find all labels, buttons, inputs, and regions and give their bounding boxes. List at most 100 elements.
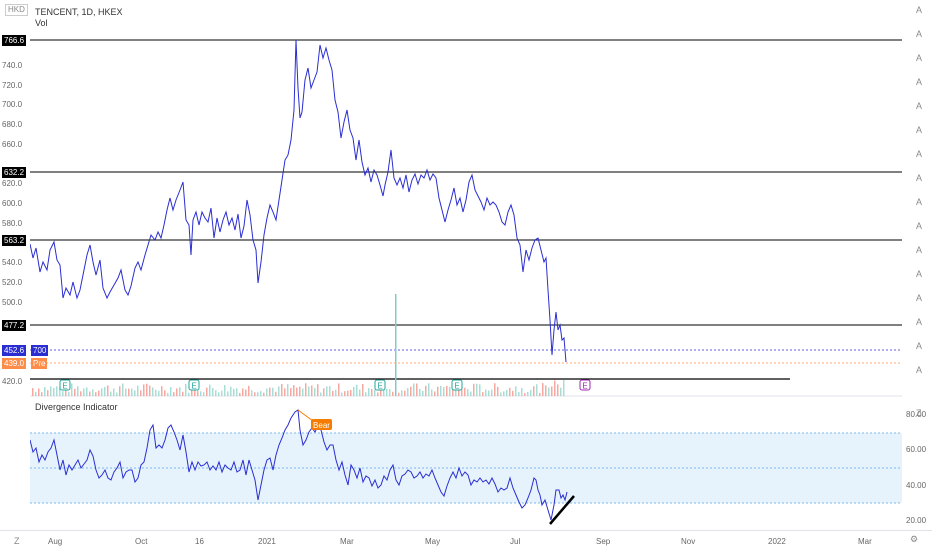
time-tick: Nov — [681, 537, 696, 546]
volume-bar — [212, 388, 214, 396]
volume-bar — [290, 388, 292, 396]
price-tick: 420.0 — [2, 377, 23, 386]
volume-bar — [302, 388, 304, 396]
time-tick: Jul — [510, 537, 521, 546]
price-series — [30, 39, 567, 363]
auto-scale-button[interactable]: A — [916, 365, 923, 375]
auto-scale-button[interactable]: A — [916, 317, 923, 327]
volume-legend[interactable]: Vol — [35, 18, 48, 28]
volume-bar — [380, 388, 382, 396]
volume-bar — [299, 386, 301, 396]
volume-bar — [419, 388, 421, 396]
volume-bar — [416, 383, 418, 396]
zoom-reset-button[interactable]: Z — [14, 536, 20, 546]
svg-text:E: E — [454, 382, 459, 391]
volume-bar — [50, 386, 52, 396]
volume-bar — [371, 388, 373, 396]
volume-bar — [461, 385, 463, 396]
volume-bar — [101, 388, 103, 396]
indicator-zoom-button[interactable]: Z — [916, 408, 922, 418]
volume-bar — [515, 386, 517, 396]
volume-bar — [254, 392, 256, 396]
price-tick: 500.0 — [2, 298, 23, 307]
volume-bar — [413, 383, 415, 396]
volume-bar — [152, 387, 154, 396]
volume-bar — [188, 392, 190, 396]
earnings-marker: E — [59, 379, 71, 391]
volume-bar — [533, 386, 535, 396]
volume-bar — [314, 387, 316, 396]
volume-bar — [353, 387, 355, 396]
auto-scale-button[interactable]: A — [916, 197, 923, 207]
price-tick: 660.0 — [2, 140, 23, 149]
volume-bar — [422, 390, 424, 396]
volume-bars — [32, 294, 565, 396]
volume-bar — [443, 387, 445, 396]
auto-scale-button[interactable]: A — [916, 149, 923, 159]
auto-scale-button[interactable]: A — [916, 269, 923, 279]
auto-scale-button[interactable]: A — [916, 245, 923, 255]
auto-scale-button[interactable]: A — [916, 101, 923, 111]
volume-bar — [92, 389, 94, 396]
time-tick: 2021 — [258, 537, 276, 546]
volume-bar — [191, 385, 193, 396]
auto-scale-button[interactable]: A — [916, 341, 923, 351]
volume-bar — [557, 384, 559, 396]
gear-icon[interactable]: ⚙ — [910, 534, 919, 544]
auto-scale-button[interactable]: A — [916, 173, 923, 183]
volume-bar — [56, 386, 58, 396]
volume-bar — [488, 390, 490, 396]
volume-bar — [284, 388, 286, 396]
volume-bar — [83, 388, 85, 396]
volume-bar — [200, 391, 202, 396]
auto-scale-button[interactable]: A — [916, 53, 923, 63]
volume-bar — [548, 387, 550, 396]
volume-bar — [527, 392, 529, 396]
auto-scale-button[interactable]: A — [916, 293, 923, 303]
auto-scale-button[interactable]: A — [916, 77, 923, 87]
indicator-series — [30, 409, 568, 521]
volume-bar — [398, 392, 400, 396]
upcoming-earnings-marker: E — [579, 379, 591, 391]
volume-bar — [116, 392, 118, 396]
earnings-marker: E — [188, 379, 200, 391]
volume-bar — [230, 386, 232, 396]
volume-bar — [476, 383, 478, 396]
indicator-tick: 20.00 — [906, 516, 927, 525]
price-tick: 700.0 — [2, 100, 23, 109]
price-scale[interactable] — [0, 0, 30, 530]
earnings-marker: E — [451, 379, 463, 391]
volume-bar — [218, 392, 220, 396]
auto-scale-button[interactable]: A — [916, 29, 923, 39]
volume-bar — [275, 391, 277, 396]
volume-bar — [71, 383, 73, 396]
time-tick: Mar — [340, 537, 354, 546]
volume-bar — [446, 385, 448, 396]
volume-bar — [32, 388, 34, 396]
volume-bar — [329, 386, 331, 396]
auto-scale-button[interactable]: A — [916, 5, 923, 15]
volume-bar — [518, 392, 520, 396]
volume-bar — [35, 391, 37, 396]
volume-bar — [242, 388, 244, 396]
volume-bar — [158, 390, 160, 396]
volume-bar — [563, 379, 565, 396]
auto-scale-button[interactable]: A — [916, 125, 923, 135]
main-chart[interactable]: E E E E E Bear — [30, 0, 902, 530]
volume-bar — [341, 392, 343, 396]
volume-bar — [374, 389, 376, 396]
symbol-legend[interactable]: TENCENT, 1D, HKEX — [35, 7, 123, 17]
volume-bar — [401, 390, 403, 396]
auto-scale-button[interactable]: A — [916, 221, 923, 231]
volume-bar — [410, 386, 412, 396]
time-tick: Aug — [48, 537, 63, 546]
volume-bar — [308, 386, 310, 396]
indicator-tick: 60.00 — [906, 445, 927, 454]
time-axis[interactable] — [0, 530, 932, 551]
currency-badge[interactable]: HKD — [5, 4, 28, 16]
bear-line — [297, 409, 314, 422]
volume-bar — [227, 391, 229, 396]
indicator-title[interactable]: Divergence Indicator — [35, 402, 118, 412]
volume-bar — [137, 385, 139, 396]
volume-bar — [452, 389, 454, 396]
